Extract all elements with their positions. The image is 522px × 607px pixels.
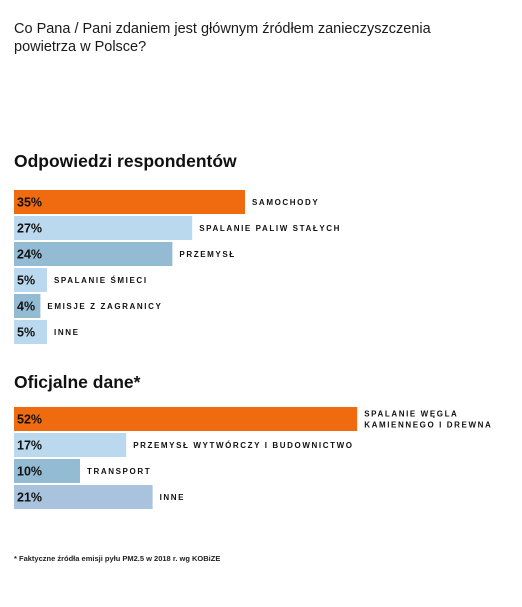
value-label-1-4: 5%: [17, 274, 35, 288]
value-label-1-6: 5%: [17, 326, 35, 340]
bar-1-1: [14, 190, 245, 214]
value-label-2-4: 21%: [17, 491, 42, 505]
bar-2-2: [14, 433, 127, 457]
bar-1-6: [14, 320, 47, 344]
value-label-2-3: 10%: [17, 465, 42, 479]
bar-2-3: [14, 459, 80, 483]
chart-title-official: Oficjalne dane*: [14, 372, 141, 392]
value-label-1-2: 27%: [17, 222, 42, 236]
category-label-1-2: SPALANIE PALIW STAŁYCH: [199, 224, 341, 233]
category-label-1-4: SPALANIE ŚMIECI: [54, 276, 148, 285]
category-label-2-4: INNE: [160, 493, 186, 502]
value-label-2-1: 52%: [17, 413, 42, 427]
question-text: Co Pana / Pani zdaniem jest głównym źród…: [14, 21, 431, 55]
category-label-1-1: SAMOCHODY: [252, 198, 319, 207]
category-label-1-5: EMISJE Z ZAGRANICY: [47, 302, 162, 311]
bar-1-4: [14, 268, 47, 292]
bar-2-1: [14, 407, 358, 431]
value-label-1-1: 35%: [17, 196, 42, 210]
category-label-2-2: PRZEMYSŁ WYTWÓRCZY I BUDOWNICTWO: [133, 441, 353, 450]
category-label-2-1-line1: SPALANIE WĘGLA: [364, 410, 458, 419]
chart-title-respondents: Odpowiedzi respondentów: [14, 151, 237, 171]
footnote: * Faktyczne źródła emisji pyłu PM2.5 w 2…: [14, 554, 221, 563]
category-label-2-3: TRANSPORT: [87, 467, 151, 476]
value-label-2-2: 17%: [17, 439, 42, 453]
bar-1-3: [14, 242, 173, 266]
value-label-1-3: 24%: [17, 248, 42, 262]
bar-1-5: [14, 294, 41, 318]
category-label-1-6: INNE: [54, 328, 80, 337]
bar-1-2: [14, 216, 193, 240]
category-label-2-1-line2: KAMIENNEGO I DREWNA: [364, 421, 492, 430]
value-label-1-5: 4%: [17, 300, 35, 314]
category-label-1-3: PRZEMYSŁ: [179, 250, 235, 259]
bar-2-4: [14, 485, 153, 509]
